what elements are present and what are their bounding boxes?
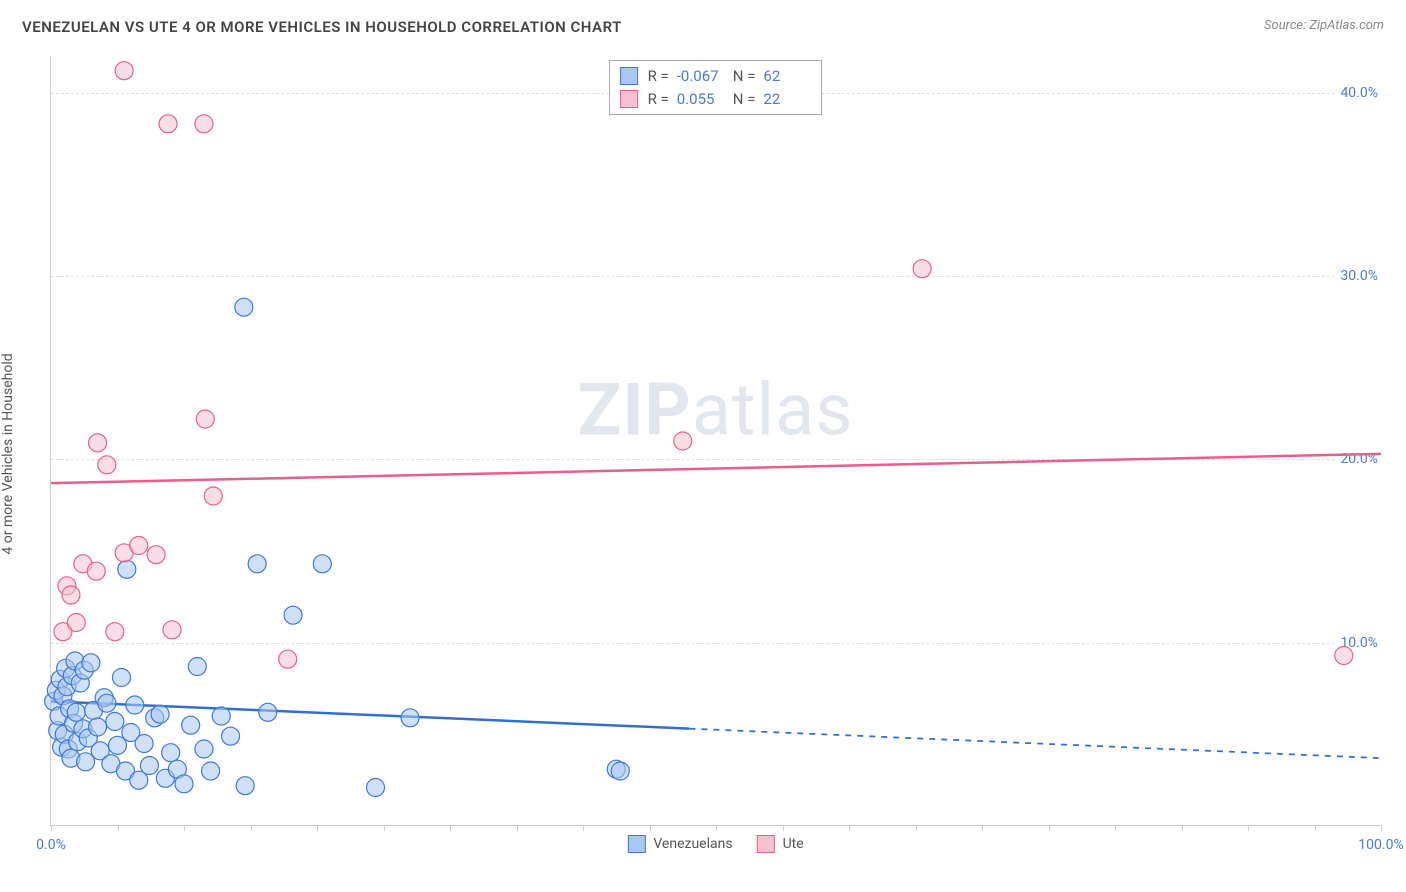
x-tick (982, 825, 983, 831)
data-point (98, 456, 116, 474)
data-point (236, 777, 254, 795)
x-tick (1182, 825, 1183, 831)
data-point (204, 487, 222, 505)
x-tick (51, 825, 52, 831)
data-point (147, 546, 165, 564)
data-point (126, 696, 144, 714)
legend-swatch (620, 90, 638, 108)
x-tick (583, 825, 584, 831)
n-label: N = (733, 65, 756, 88)
stats-legend: R = -0.067 N = 62 R = 0.055 N = 22 (609, 60, 823, 115)
data-point (106, 623, 124, 641)
data-point (259, 703, 277, 721)
stats-row: R = 0.055 N = 22 (620, 88, 812, 111)
legend-swatch (620, 67, 638, 85)
data-point (195, 740, 213, 758)
r-label: R = (648, 88, 669, 111)
stats-row: R = -0.067 N = 62 (620, 65, 812, 88)
data-point (151, 705, 169, 723)
data-point (313, 555, 331, 573)
data-point (401, 709, 419, 727)
legend-swatch (627, 835, 645, 853)
data-point (98, 694, 116, 712)
data-point (913, 260, 931, 278)
x-tick (118, 825, 119, 831)
legend-item: Ute (757, 835, 804, 853)
data-point (611, 762, 629, 780)
data-point (248, 555, 266, 573)
data-point (235, 298, 253, 316)
data-point (1335, 647, 1353, 665)
data-point (89, 718, 107, 736)
x-tick (184, 825, 185, 831)
data-point (62, 586, 80, 604)
source-label: Source: ZipAtlas.com (1264, 18, 1384, 33)
x-tick (1115, 825, 1116, 831)
plot-area: ZIPatlas 10.0%20.0%30.0%40.0% 0.0%100.0%… (50, 56, 1380, 826)
x-tick-label: 100.0% (1358, 837, 1403, 853)
data-point (222, 727, 240, 745)
data-point (130, 537, 148, 555)
x-tick (1381, 825, 1382, 831)
trend-line-dashed-venezuelans (689, 729, 1381, 759)
data-point (195, 115, 213, 133)
data-point (674, 432, 692, 450)
scatter-svg (51, 56, 1380, 825)
data-point (115, 62, 133, 80)
data-point (202, 762, 220, 780)
series-legend: Venezuelans Ute (627, 835, 803, 853)
x-tick-label: 0.0% (36, 837, 66, 853)
data-point (140, 757, 158, 775)
data-point (67, 614, 85, 632)
data-point (188, 658, 206, 676)
x-tick (1049, 825, 1050, 831)
r-label: R = (648, 65, 669, 88)
data-point (163, 621, 181, 639)
n-value: 22 (763, 88, 811, 111)
x-tick (384, 825, 385, 831)
data-point (367, 779, 385, 797)
chart-title: VENEZUELAN VS UTE 4 OR MORE VEHICLES IN … (22, 18, 622, 36)
data-point (279, 650, 297, 668)
legend-label: Venezuelans (653, 836, 732, 852)
data-point (87, 562, 105, 580)
n-value: 62 (763, 65, 811, 88)
legend-item: Venezuelans (627, 835, 732, 853)
legend-swatch (757, 835, 775, 853)
data-point (67, 703, 85, 721)
data-point (196, 410, 214, 428)
r-value: -0.067 (677, 65, 725, 88)
data-point (106, 713, 124, 731)
data-point (118, 560, 136, 578)
n-label: N = (733, 88, 756, 111)
x-tick (783, 825, 784, 831)
trend-line-ute (51, 454, 1381, 483)
x-tick (1248, 825, 1249, 831)
x-tick (1315, 825, 1316, 831)
data-point (284, 606, 302, 624)
x-tick (650, 825, 651, 831)
x-tick (916, 825, 917, 831)
data-point (162, 744, 180, 762)
r-value: 0.055 (677, 88, 725, 111)
legend-label: Ute (783, 836, 804, 852)
y-axis-label: 4 or more Vehicles in Household (0, 353, 16, 554)
data-point (175, 775, 193, 793)
x-tick (450, 825, 451, 831)
data-point (89, 434, 107, 452)
data-point (159, 115, 177, 133)
data-point (182, 716, 200, 734)
x-tick (849, 825, 850, 831)
data-point (135, 735, 153, 753)
x-tick (716, 825, 717, 831)
x-tick (517, 825, 518, 831)
x-tick (251, 825, 252, 831)
x-tick (317, 825, 318, 831)
data-point (82, 654, 100, 672)
data-point (112, 669, 130, 687)
data-point (212, 707, 230, 725)
